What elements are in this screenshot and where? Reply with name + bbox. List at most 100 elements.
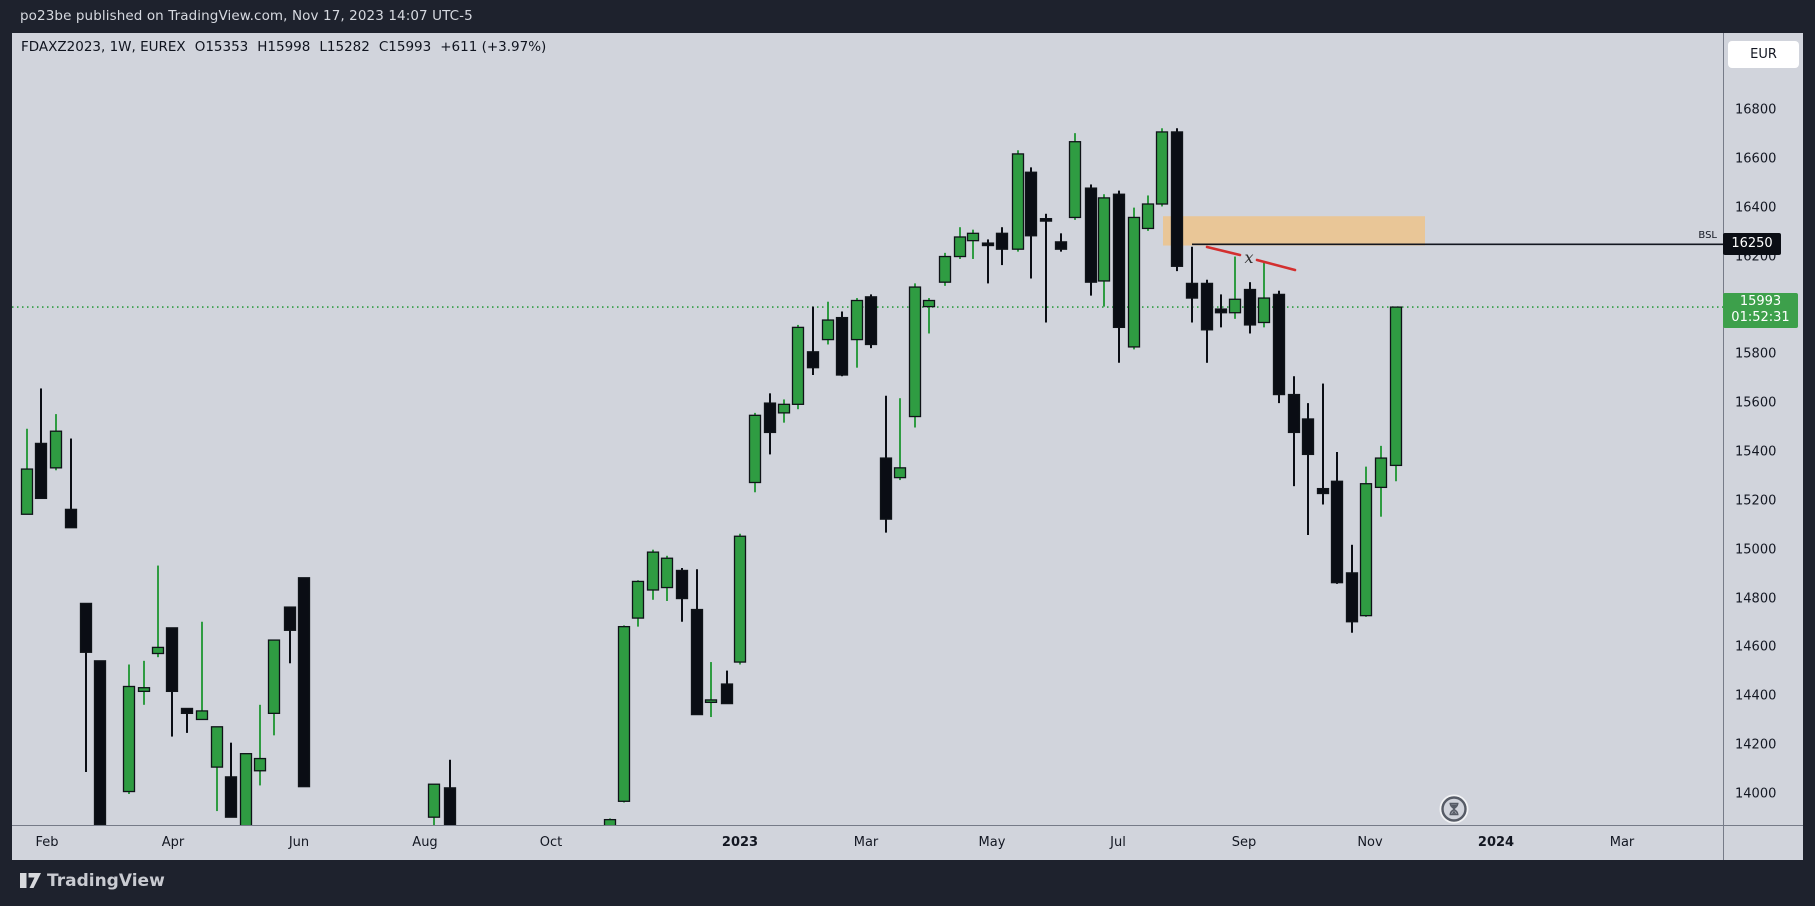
time-tick-Oct: Oct (539, 835, 563, 850)
candlestick-plot[interactable]: x (12, 33, 1723, 825)
candle-body (1097, 197, 1111, 282)
candle-body (720, 683, 734, 705)
red-trendline-segment (1205, 245, 1242, 257)
candle-body (283, 606, 297, 631)
candle-body (1039, 218, 1053, 222)
last-price-tag: 15993 01:52:31 (1723, 293, 1798, 328)
published-bar: po23be published on TradingView.com, Nov… (0, 0, 1815, 33)
candle-body (1185, 282, 1199, 299)
price-axis[interactable]: 1680016600164001620016000158001560015400… (1723, 33, 1803, 825)
currency-button[interactable]: EUR (1728, 41, 1799, 68)
candle-body (850, 299, 864, 341)
candle-body (122, 685, 136, 793)
candle-body (1243, 288, 1257, 326)
candle-body (1287, 393, 1301, 434)
candle-body (631, 580, 645, 619)
price-tick: 15800 (1735, 346, 1777, 362)
candle-body (1155, 131, 1169, 205)
footer-bar: TradingView (0, 860, 1815, 906)
candle-body (34, 442, 48, 500)
x-annotation: x (1244, 248, 1253, 267)
candle-body (704, 699, 718, 704)
candle-body (675, 569, 689, 600)
candle-body (922, 299, 936, 308)
candle-body (1127, 216, 1141, 348)
symbol-title: FDAXZ2023, 1W, EUREX (21, 39, 186, 55)
candle-body (908, 286, 922, 418)
price-tick: 14000 (1735, 786, 1777, 802)
candle-body (267, 639, 281, 715)
legend-low: L15282 (319, 39, 370, 55)
price-tick: 14800 (1735, 591, 1777, 607)
candle-body (151, 646, 165, 655)
candle-body (893, 467, 907, 479)
time-tick-2023: 2023 (721, 835, 759, 850)
candle-body (239, 753, 253, 825)
candle-body (660, 557, 674, 589)
time-tick-Feb: Feb (35, 835, 59, 850)
time-axis[interactable]: Feb Apr Jun Aug Oct 2023 Mar May Jul Sep Nov 2024 Ma… (12, 825, 1723, 860)
price-tick: 14600 (1735, 639, 1777, 655)
tradingview-wordmark[interactable]: TradingView (47, 871, 165, 891)
chart-frame: x FDAXZ2023, 1W, EUREX O15353 H15998 L15282… (12, 33, 1803, 860)
candle-body (49, 430, 63, 469)
candle-body (1330, 480, 1344, 584)
candle-body (806, 351, 820, 369)
published-text: po23be published on TradingView.com, Nov… (20, 8, 473, 24)
last-price-value: 15993 (1739, 294, 1782, 309)
supply-zone-box (1163, 216, 1425, 246)
candle-body (1301, 418, 1315, 456)
candle-body (777, 403, 791, 414)
candle-body (64, 508, 78, 529)
candle-body (180, 707, 194, 715)
candle-body (835, 316, 849, 376)
candle-body (1316, 487, 1330, 495)
price-tick: 14400 (1735, 688, 1777, 704)
candle-body (646, 551, 660, 591)
candle-body (297, 577, 311, 788)
candle-body (253, 757, 267, 772)
legend-close: C15993 (378, 39, 432, 55)
candle-body (224, 776, 238, 818)
time-tick-Mar: Mar (853, 835, 879, 850)
time-tick-Nov: Nov (1357, 835, 1383, 850)
price-tick: 15400 (1735, 444, 1777, 460)
candle-body (195, 710, 209, 721)
legend-open: O15353 (194, 39, 249, 55)
candle-body (1228, 298, 1242, 314)
candle-body (1054, 241, 1068, 250)
price-tick: 16400 (1735, 200, 1777, 216)
tradingview-logo-icon[interactable] (20, 871, 44, 891)
candle-body (210, 726, 224, 768)
candle-body (995, 232, 1009, 250)
price-tick: 15200 (1735, 493, 1777, 509)
symbol-legend[interactable]: FDAXZ2023, 1W, EUREX O15353 H15998 L15282 C1… (21, 39, 555, 55)
candle-body (690, 608, 704, 716)
candle-body (733, 535, 747, 663)
candle-body (763, 402, 777, 434)
candle-body (427, 783, 441, 818)
candle-body (1141, 203, 1155, 230)
candle-body (1272, 293, 1286, 396)
time-tick-Aug: Aug (412, 835, 438, 850)
candle-body (1359, 483, 1373, 617)
candle-body (1011, 153, 1025, 250)
candle-body (1200, 282, 1214, 331)
candle-body (821, 319, 835, 341)
legend-high: H15998 (257, 39, 311, 55)
time-tick-May: May (978, 835, 1006, 850)
candle-body (79, 602, 93, 653)
candle-body (165, 627, 179, 693)
candle-body (981, 242, 995, 247)
candle-body (617, 625, 631, 802)
bsl-label: BSL (1698, 230, 1717, 241)
candle-body (1068, 141, 1082, 219)
candle-body (1024, 171, 1038, 237)
replay-hourglass-icon[interactable] (1439, 794, 1469, 824)
price-tick: 15600 (1735, 395, 1777, 411)
red-trendline-segment (1255, 258, 1297, 272)
candle-body (1170, 131, 1184, 267)
candle-body (603, 818, 617, 825)
candle-body (938, 255, 952, 283)
time-tick-Mar: Mar (1609, 835, 1635, 850)
